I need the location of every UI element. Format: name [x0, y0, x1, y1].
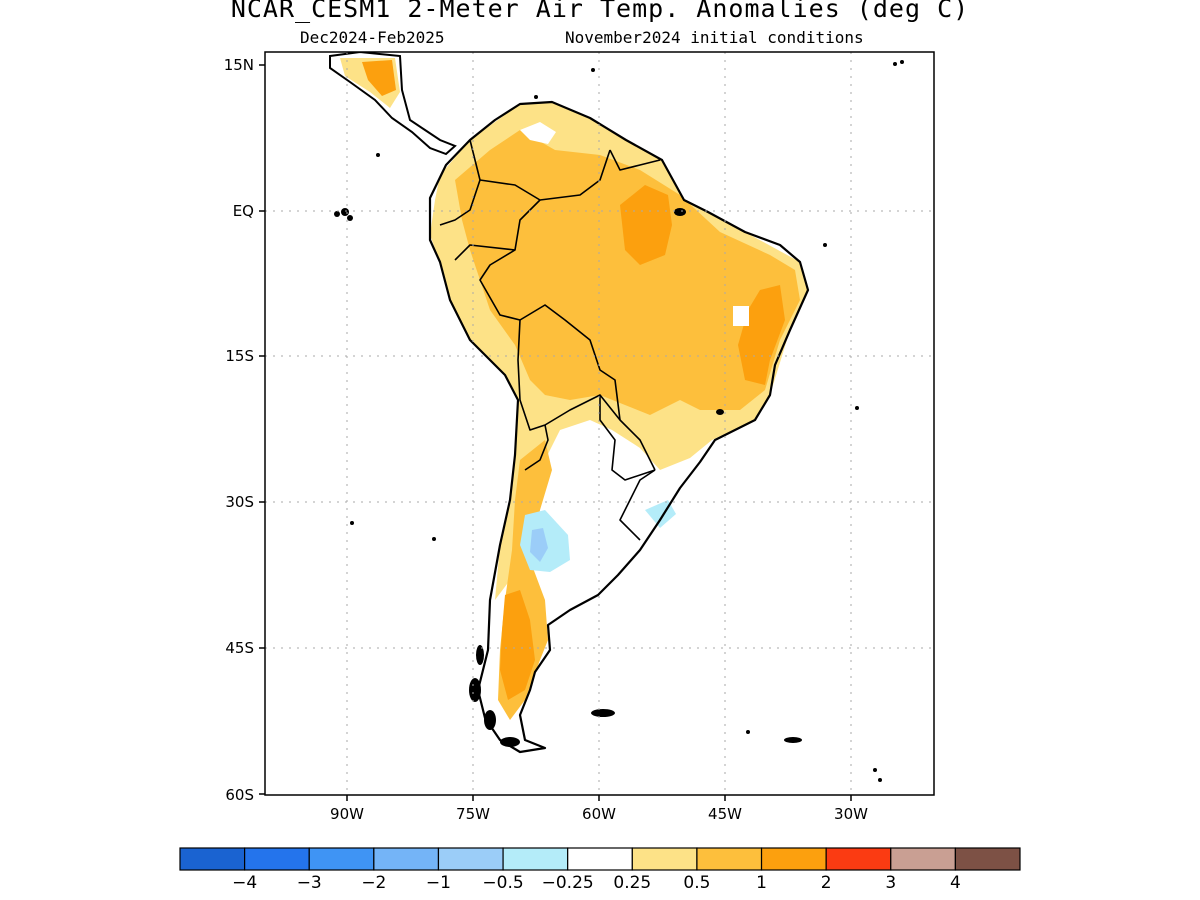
lat-label-15n: 15N: [224, 56, 254, 74]
colorbar-swatch: [567, 847, 633, 871]
colorbar-swatch: [373, 847, 440, 871]
lat-label-eq: EQ: [233, 202, 254, 220]
colorbar-label: 0.5: [683, 873, 710, 893]
colorbar-label: −3: [297, 873, 322, 893]
lon-label-90w: 90W: [330, 805, 364, 823]
map-area: [329, 52, 904, 782]
anomaly-strong-warm-patagonia: [500, 590, 535, 700]
colorbar-swatch: [954, 847, 1021, 871]
colorbar-swatch: [244, 847, 310, 871]
coastline-south-america: [428, 100, 810, 754]
lat-label-30s: 30S: [225, 493, 254, 511]
colorbar-label: −0.25: [542, 873, 594, 893]
colorbar-label: −1: [426, 873, 451, 893]
coastline-central-america: [329, 52, 457, 156]
lat-label-15s: 15S: [225, 347, 254, 365]
anomaly-strong-warm-east: [738, 285, 785, 385]
colorbar-label: 1: [756, 873, 767, 893]
masked-cell: [733, 306, 749, 326]
colorbar-label: −2: [361, 873, 386, 893]
lat-label-45s: 45S: [225, 639, 254, 657]
colorbar-label: −0.5: [482, 873, 523, 893]
colorbar-swatch: [308, 847, 375, 871]
colorbar-swatch: [825, 847, 892, 871]
lon-label-30w: 30W: [834, 805, 868, 823]
lon-label-45w: 45W: [708, 805, 742, 823]
colorbar-swatch: [696, 847, 763, 871]
season-subtitle: Dec2024-Feb2025: [300, 28, 445, 47]
init-conditions-subtitle: November2024 initial conditions: [565, 28, 864, 47]
islands: [334, 60, 904, 782]
colorbar-label: 3: [885, 873, 896, 893]
anomaly-cool-argentina-core: [530, 528, 548, 562]
colorbar: −4 −3 −2 −1 −0.5 −0.25 0.25 0.5 1 2 3 4: [179, 847, 1021, 893]
colorbar-swatch: [179, 847, 246, 871]
colorbar-label: −4: [232, 873, 257, 893]
lon-label-75w: 75W: [456, 805, 490, 823]
colorbar-swatch: [631, 847, 698, 871]
colorbar-swatch: [760, 847, 827, 871]
anomaly-warm: [455, 130, 800, 415]
lat-label-60s: 60S: [225, 786, 254, 804]
colorbar-swatch: [437, 847, 504, 871]
white-patch-guiana: [520, 122, 556, 144]
colorbar-label: 0.25: [613, 873, 651, 893]
anomaly-strong-warm-amazon: [620, 185, 672, 265]
colorbar-label: 2: [821, 873, 832, 893]
country-borders: [439, 139, 661, 541]
lon-label-60w: 60W: [582, 805, 616, 823]
colorbar-swatch: [502, 847, 569, 871]
colorbar-label: 4: [950, 873, 961, 893]
colorbar-swatch: [890, 847, 956, 871]
map-title: NCAR_CESM1 2-Meter Air Temp. Anomalies (…: [230, 0, 970, 23]
anomaly-strong-warm-ca: [362, 60, 396, 96]
tick-marks: [259, 64, 852, 801]
